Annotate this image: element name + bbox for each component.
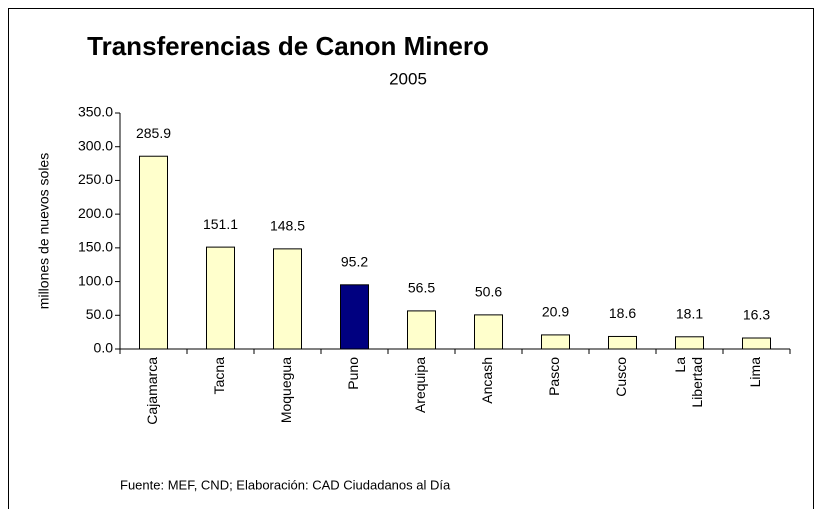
y-tick-label: 350.0 (78, 104, 113, 120)
value-label: 95.2 (341, 254, 368, 270)
y-tick-label: 200.0 (78, 205, 113, 221)
value-label: 285.9 (136, 125, 171, 141)
x-tick-label: Arequipa (412, 357, 428, 413)
bar (608, 335, 637, 350)
bar (340, 284, 369, 350)
x-tick-label: Tacna (211, 357, 227, 395)
value-label: 56.5 (408, 280, 435, 296)
bar (139, 155, 168, 350)
bar (742, 337, 771, 350)
y-tick-label: 150.0 (78, 239, 113, 255)
value-label: 50.6 (475, 284, 502, 300)
chart-title: Transferencias de Canon Minero (87, 31, 489, 61)
bar (206, 246, 235, 350)
x-tick-label: Cajamarca (144, 357, 160, 425)
bar (407, 310, 436, 350)
x-tick-label: Ancash (479, 357, 495, 404)
value-label: 151.1 (203, 216, 238, 232)
x-tick-label: Lima (747, 357, 763, 388)
value-label: 20.9 (542, 304, 569, 320)
x-tick-label: LaLibertad (672, 357, 705, 408)
y-tick-label: 250.0 (78, 171, 113, 187)
bar (675, 336, 704, 350)
source-note: Fuente: MEF, CND; Elaboración: CAD Ciuda… (120, 477, 451, 492)
frame (8, 8, 814, 509)
bar (541, 334, 570, 350)
x-tick-label: Moquegua (278, 357, 294, 423)
chart-subtitle: 2005 (389, 69, 427, 88)
value-label: 16.3 (743, 307, 770, 323)
value-label: 18.6 (609, 305, 636, 321)
bar (474, 314, 503, 350)
y-axis-label: millones de nuevos soles (36, 153, 52, 309)
x-tick-label: Cusco (613, 357, 629, 397)
y-tick-label: 300.0 (78, 137, 113, 153)
bar (273, 248, 302, 350)
value-label: 18.1 (676, 305, 703, 321)
x-tick-label: Pasco (546, 357, 562, 396)
y-tick-label: 100.0 (78, 272, 113, 288)
y-tick-label: 50.0 (86, 306, 113, 322)
value-label: 148.5 (270, 218, 305, 234)
x-tick-label: Puno (345, 357, 361, 390)
y-tick-label: 0.0 (94, 340, 114, 356)
